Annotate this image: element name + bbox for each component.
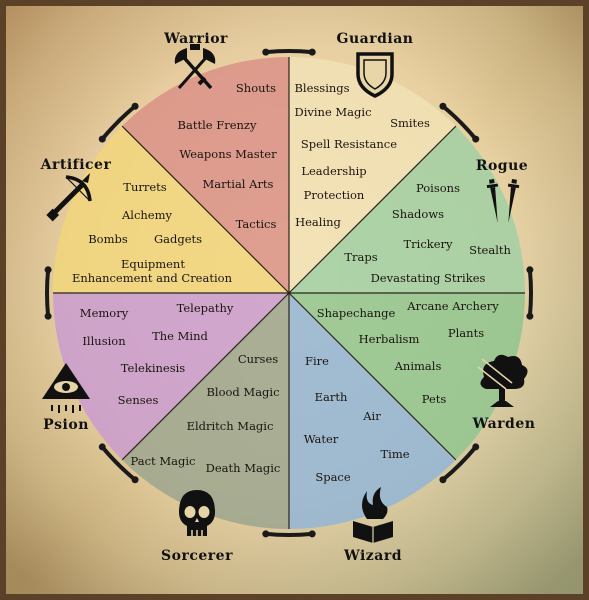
skill-tactics: Tactics — [236, 217, 277, 231]
skill-devastating-strikes: Devastating Strikes — [371, 271, 486, 285]
divider-line — [288, 292, 457, 461]
class-label-artificer: Artificer — [40, 157, 112, 173]
class-label-psion: Psion — [43, 417, 89, 433]
skill-pact-magic: Pact Magic — [131, 454, 196, 468]
class-label-guardian: Guardian — [337, 31, 414, 47]
ring-end-dot — [308, 48, 316, 56]
ring-end-dot — [472, 135, 480, 143]
class-label-rogue: Rogue — [476, 158, 528, 174]
divider-line — [288, 125, 457, 294]
ring-arc — [527, 269, 533, 317]
tree-arrows-icon — [477, 354, 528, 407]
skill-telepathy: Telepathy — [177, 301, 234, 315]
sector-psion — [53, 293, 289, 460]
skill-stealth: Stealth — [469, 243, 511, 257]
sector-rogue — [289, 126, 525, 293]
skill-shouts: Shouts — [236, 81, 276, 95]
ring-arc — [45, 269, 51, 317]
skill-poisons: Poisons — [416, 181, 460, 195]
class-label-warden: Warden — [472, 416, 536, 432]
ring-end-dot — [262, 530, 270, 538]
sector-dividers — [53, 57, 525, 529]
class-label-sorcerer: Sorcerer — [161, 548, 233, 564]
ring-end-dot — [526, 312, 534, 320]
ring-end-dot — [98, 135, 106, 143]
divider-line — [121, 125, 290, 294]
flaming-book-icon — [353, 487, 393, 543]
class-label-warrior: Warrior — [163, 31, 228, 47]
skill-fire: Fire — [305, 354, 329, 368]
skill-bombs: Bombs — [88, 232, 128, 246]
sector-guardian — [289, 57, 456, 293]
skill-memory: Memory — [80, 306, 129, 320]
skill-animals: Animals — [394, 359, 442, 373]
skill-blessings: Blessings — [294, 81, 349, 95]
skill-divine-magic: Divine Magic — [294, 105, 371, 119]
ring-end-dot — [131, 476, 139, 484]
ring-end-dot — [439, 102, 447, 110]
skill-curses: Curses — [238, 352, 278, 366]
skill-spell-resistance: Spell Resistance — [301, 137, 397, 151]
skill-time: Time — [380, 447, 409, 461]
sector-warrior — [122, 57, 289, 293]
skill-air: Air — [362, 409, 381, 423]
skill-illusion: Illusion — [82, 334, 126, 348]
skill-herbalism: Herbalism — [359, 332, 420, 346]
ring-end-dot — [439, 476, 447, 484]
skill-telekinesis: Telekinesis — [121, 361, 186, 375]
sector-wizard — [289, 293, 456, 529]
skill-enhancement-and-creation: Enhancement and Creation — [72, 271, 233, 285]
ring-end-dot — [308, 530, 316, 538]
ring-end-dot — [44, 312, 52, 320]
skill-alchemy: Alchemy — [121, 208, 173, 222]
ring-end-dot — [44, 266, 52, 274]
eye-pyramid-icon — [42, 363, 90, 413]
skill-gadgets: Gadgets — [154, 232, 202, 246]
skill-smites: Smites — [390, 116, 430, 130]
skill-shapechange: Shapechange — [317, 306, 396, 320]
skill-trickery: Trickery — [403, 237, 453, 251]
sector-artificer — [53, 126, 289, 293]
skill-pets: Pets — [422, 392, 447, 406]
skull-icon — [179, 490, 215, 536]
skill-traps: Traps — [344, 250, 377, 264]
crossbow-icon — [46, 173, 92, 222]
ring-end-dot — [472, 443, 480, 451]
skill-healing: Healing — [295, 215, 341, 229]
ring-end-dot — [98, 443, 106, 451]
skill-arcane-archery: Arcane Archery — [406, 299, 499, 313]
ring-end-dot — [131, 102, 139, 110]
divider-line — [121, 292, 290, 461]
skill-earth: Earth — [315, 390, 348, 404]
sector-sorcerer — [122, 293, 289, 529]
skill-equipment: Equipment — [121, 257, 185, 271]
skill-space: Space — [315, 470, 351, 484]
skill-plants: Plants — [448, 326, 484, 340]
skill-turrets: Turrets — [123, 180, 166, 194]
wheel-sectors — [53, 57, 525, 529]
skill-battle-frenzy: Battle Frenzy — [178, 118, 257, 132]
twin-daggers-icon — [486, 179, 520, 223]
ring-end-dot — [262, 48, 270, 56]
skill-death-magic: Death Magic — [206, 461, 281, 475]
shield-icon — [356, 52, 394, 98]
skill-eldritch-magic: Eldritch Magic — [187, 419, 274, 433]
ring-end-dot — [526, 266, 534, 274]
skill-shadows: Shadows — [392, 207, 444, 221]
sector-warden — [289, 293, 525, 460]
skill-protection: Protection — [304, 188, 365, 202]
outer-ring — [44, 48, 534, 538]
skill-leadership: Leadership — [301, 164, 366, 178]
crossed-axe-sword-icon — [174, 44, 216, 90]
skill-senses: Senses — [118, 393, 159, 407]
ring-arc — [265, 531, 313, 537]
skill-blood-magic: Blood Magic — [206, 385, 279, 399]
skill-martial-arts: Martial Arts — [203, 177, 274, 191]
ring-arc — [265, 49, 313, 55]
skill-the-mind: The Mind — [152, 329, 208, 343]
skill-water: Water — [304, 432, 339, 446]
class-label-wizard: Wizard — [343, 548, 402, 564]
skill-weapons-master: Weapons Master — [179, 147, 277, 161]
